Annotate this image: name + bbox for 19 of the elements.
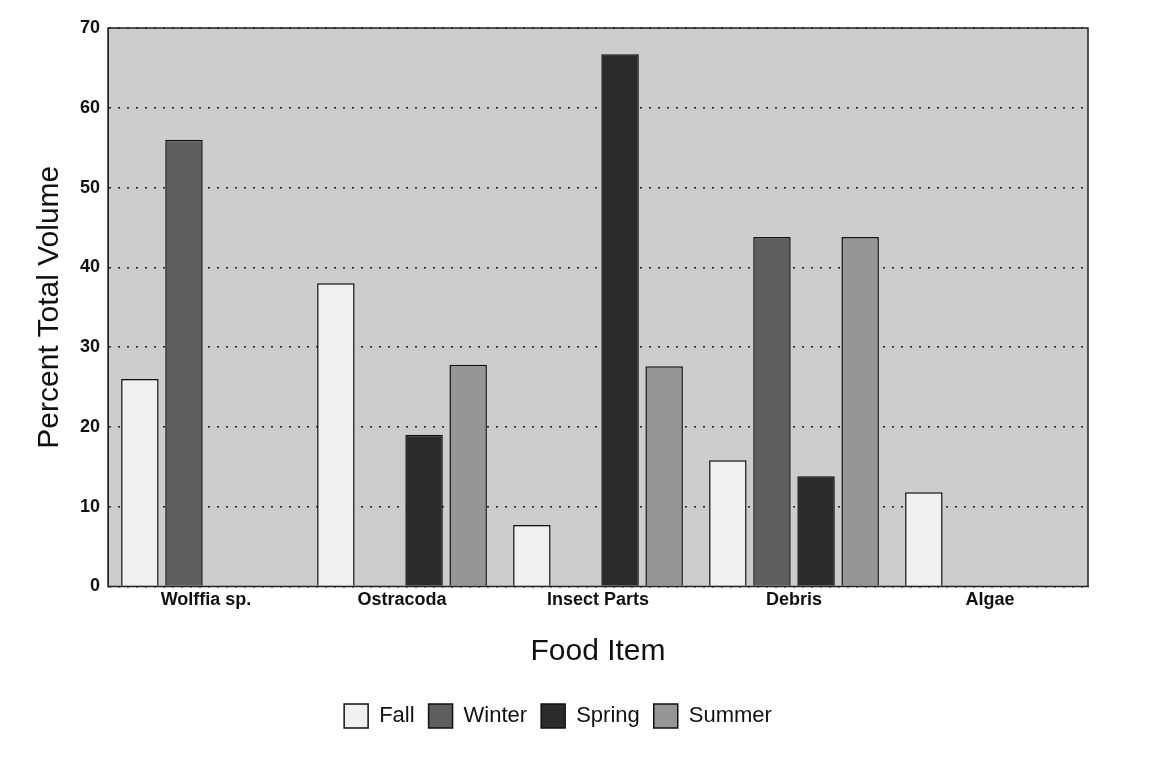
legend-label: Winter bbox=[463, 702, 528, 728]
legend-label: Spring bbox=[576, 702, 640, 728]
legend-label: Fall bbox=[379, 702, 415, 728]
y-tick-label: 50 bbox=[79, 176, 101, 197]
y-tick-label: 70 bbox=[79, 16, 101, 37]
x-tick-label: Ostracoda bbox=[357, 589, 448, 610]
y-tick-label: 40 bbox=[79, 256, 101, 277]
y-axis-title: Percent Total Volume bbox=[31, 165, 65, 449]
x-axis-title: Food Item bbox=[530, 633, 666, 667]
y-tick-label: 30 bbox=[79, 336, 101, 357]
y-tick-label: 0 bbox=[90, 575, 101, 596]
y-tick-label: 20 bbox=[79, 415, 101, 436]
x-tick-label: Debris bbox=[765, 589, 823, 610]
x-tick-label: Insect Parts bbox=[546, 589, 650, 610]
y-tick-label: 10 bbox=[79, 495, 101, 516]
x-tick-label: Algae bbox=[965, 589, 1015, 610]
y-tick-label: 60 bbox=[79, 96, 101, 117]
x-tick-label: Wolffia sp. bbox=[160, 589, 252, 610]
legend-label: Summer bbox=[688, 702, 772, 728]
